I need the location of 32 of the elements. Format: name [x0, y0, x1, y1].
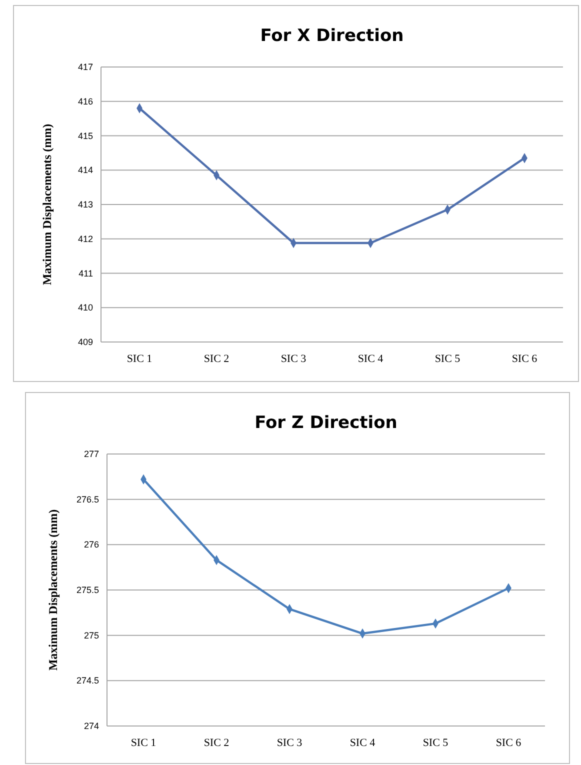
y-tick-label: 412 — [78, 234, 93, 244]
y-tick-label: 411 — [78, 268, 93, 278]
y-tick-label: 413 — [78, 200, 93, 210]
x-tick-label: SIC 6 — [496, 737, 522, 749]
x-tick-label: SIC 6 — [512, 353, 538, 365]
y-tick-label: 274.5 — [76, 676, 99, 686]
x-tick-label: SIC 1 — [130, 737, 156, 749]
y-axis-title: Maximum Displacements (mm) — [46, 509, 60, 671]
x-tick-label: SIC 4 — [358, 353, 384, 365]
y-tick-label: 416 — [78, 96, 93, 106]
y-axis-title: Maximum Displacements (mm) — [40, 124, 54, 286]
y-tick-label: 409 — [78, 337, 93, 347]
y-tick-label: 276 — [84, 540, 99, 550]
y-tick-label: 414 — [78, 165, 93, 176]
x-tick-label: SIC 3 — [280, 353, 307, 365]
y-tick-label: 276.5 — [76, 494, 99, 504]
x-tick-label: SIC 1 — [126, 353, 152, 365]
x-tick-label: SIC 4 — [350, 737, 376, 749]
x-tick-label: SIC 2 — [204, 353, 230, 365]
x-tick-label: SIC 2 — [204, 737, 230, 749]
y-tick-label: 417 — [78, 62, 93, 72]
chart-title: For X Direction — [260, 26, 404, 46]
y-tick-label: 275.5 — [76, 585, 99, 595]
y-tick-label: 277 — [84, 449, 99, 459]
x-tick-label: SIC 3 — [276, 737, 303, 749]
y-tick-label: 275 — [84, 630, 99, 640]
y-tick-label: 410 — [78, 302, 93, 313]
chart-title: For Z Direction — [254, 413, 398, 433]
x-tick-label: SIC 5 — [434, 353, 461, 365]
y-tick-label: 274 — [84, 721, 99, 731]
y-tick-label: 415 — [78, 130, 93, 141]
x-tick-label: SIC 5 — [422, 737, 449, 749]
